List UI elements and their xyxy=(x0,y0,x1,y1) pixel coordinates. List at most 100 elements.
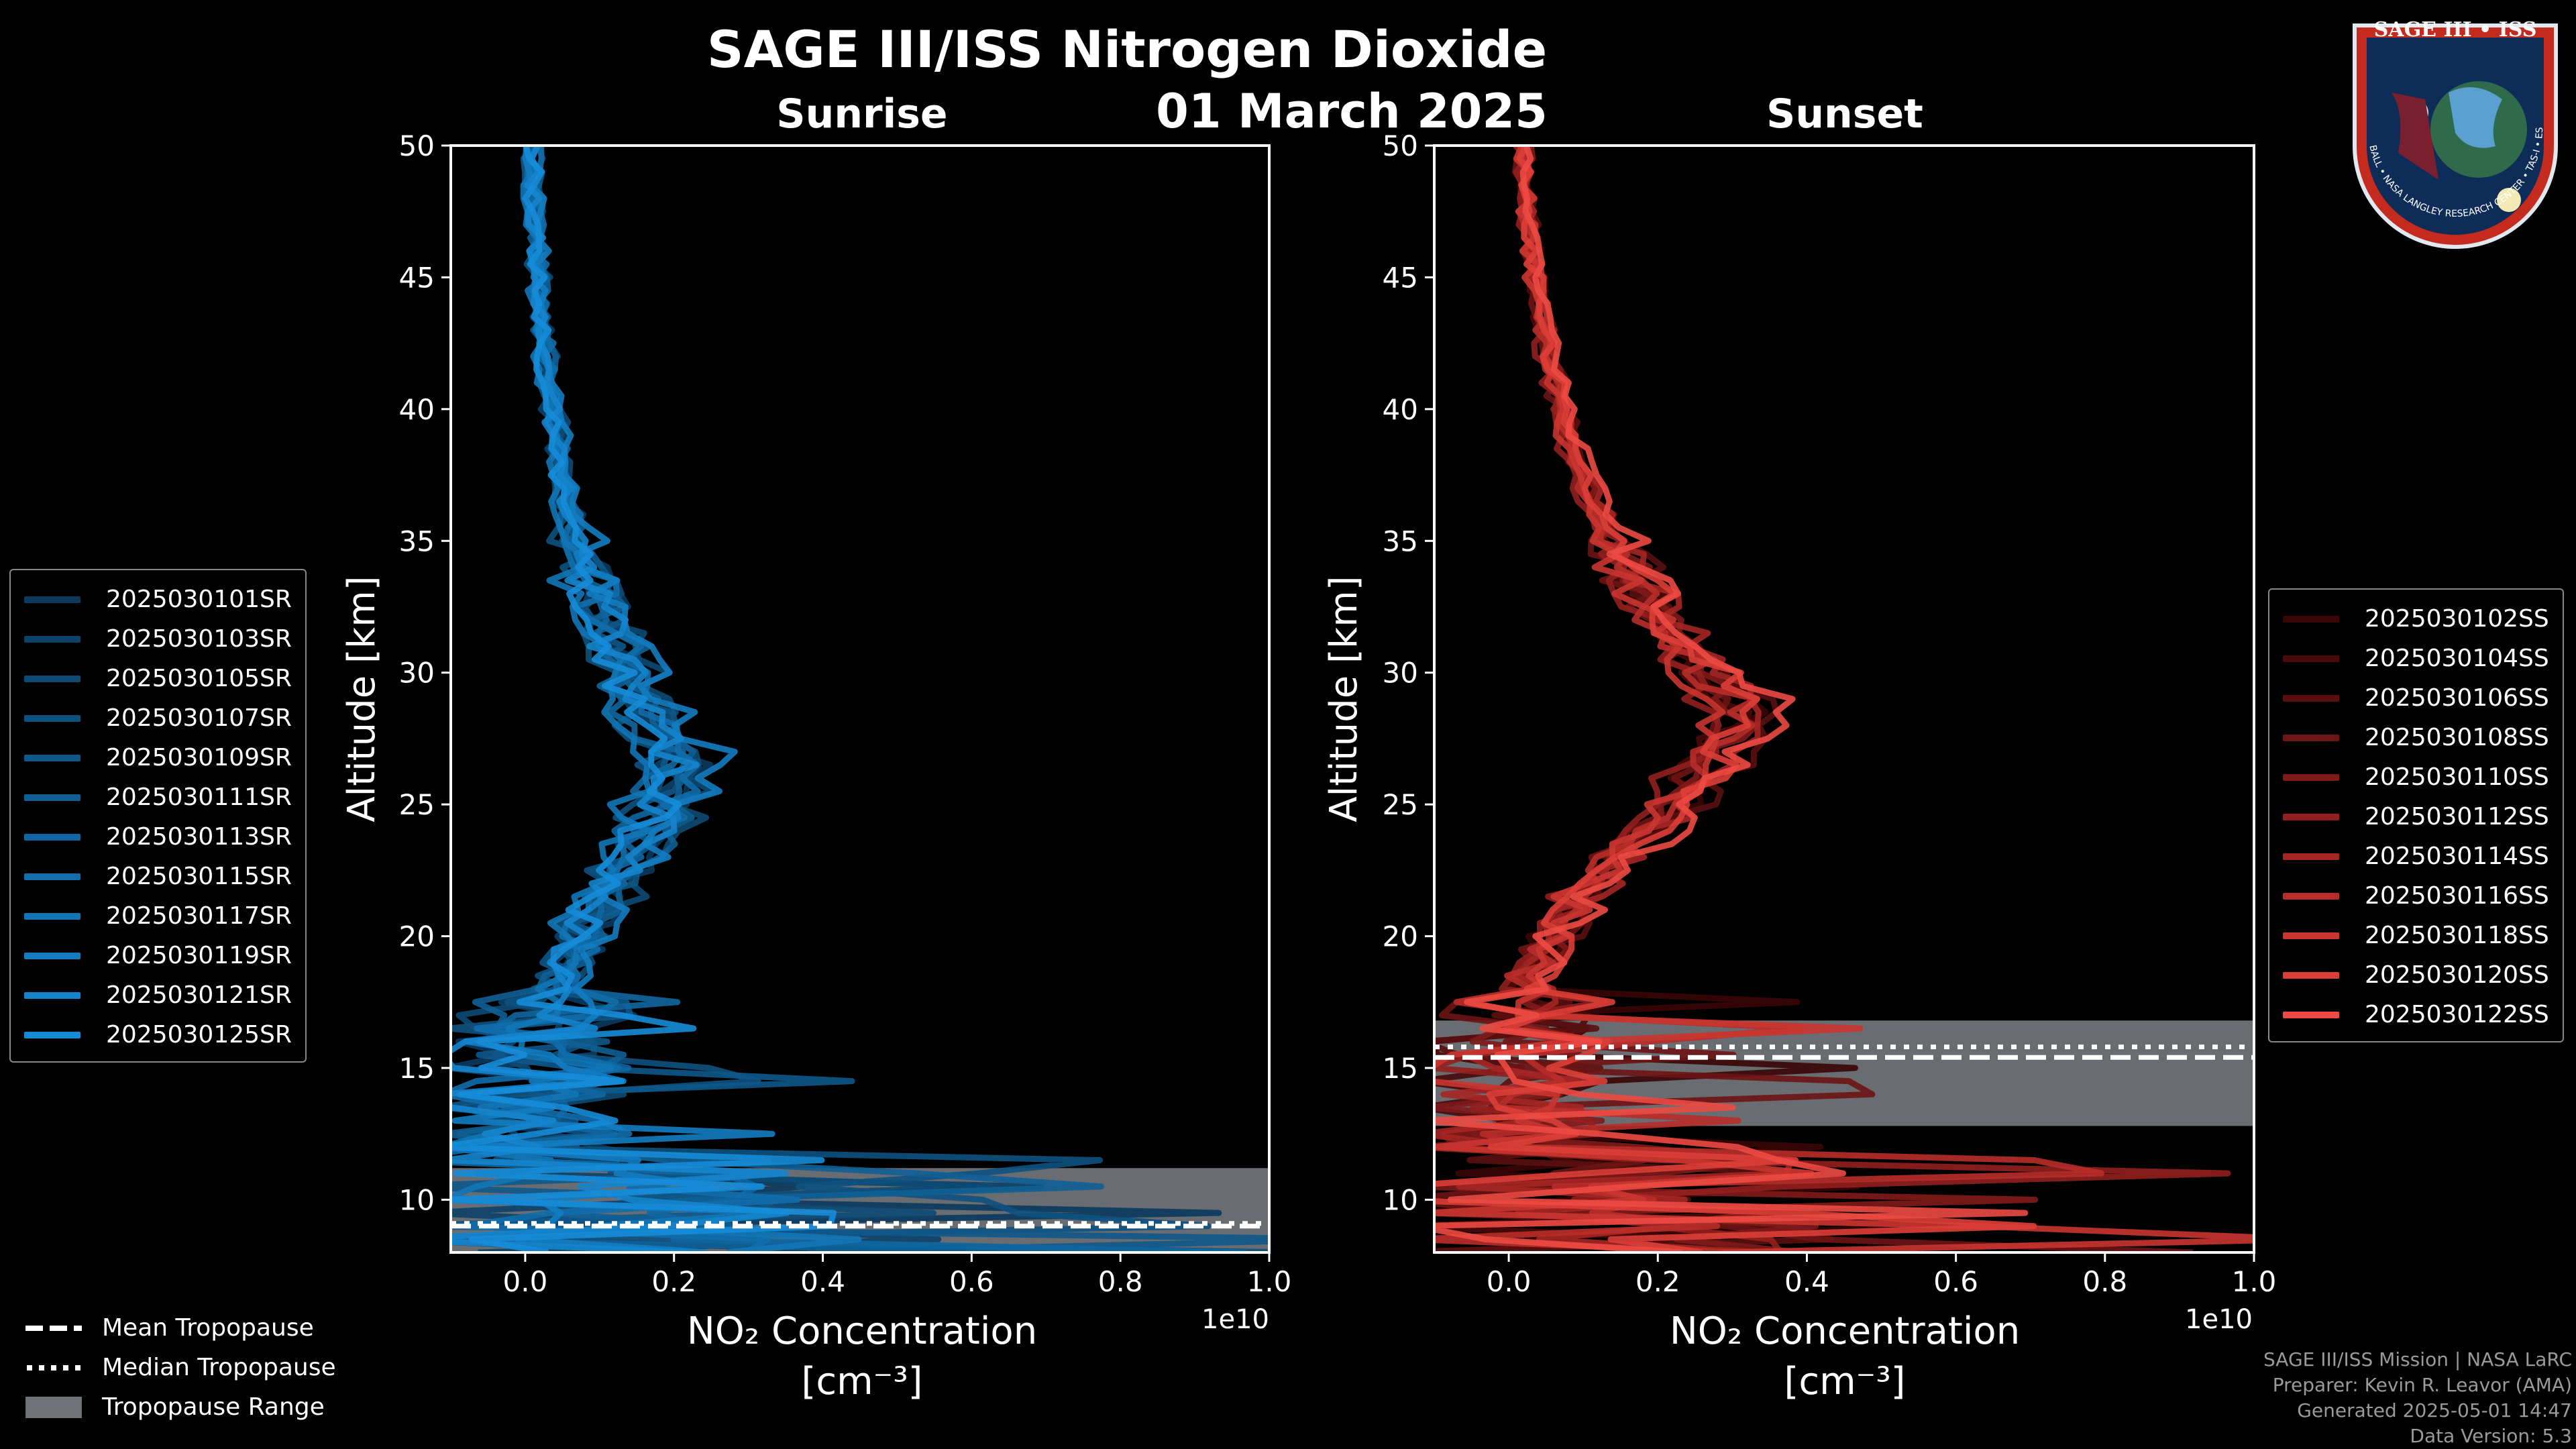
legend-label: 2025030104SS xyxy=(2365,645,2549,672)
y-tick-label: 30 xyxy=(1383,657,1418,690)
x-tick-label: 0.4 xyxy=(1784,1265,1829,1298)
credits: SAGE III/ISS Mission | NASA LaRC Prepare… xyxy=(2263,1347,2572,1449)
legend-label: 2025030101SR xyxy=(106,586,292,613)
legend-swatch-icon xyxy=(2283,932,2339,939)
legend-swatch-icon xyxy=(2283,773,2339,781)
credit-line: SAGE III/ISS Mission | NASA LaRC xyxy=(2263,1348,2572,1371)
y-tick-label: 10 xyxy=(399,1183,435,1216)
legend-label: 2025030106SS xyxy=(2365,684,2549,712)
x-axis-unit: [cm⁻³] xyxy=(1784,1360,1905,1403)
legend-label: Median Tropopause xyxy=(102,1354,336,1381)
sunset-panel: Sunset 0.0 0.2 0.4 0.6 0.8 1.0 10 15 20 25 30 35 40 4… xyxy=(1322,91,2277,1403)
y-axis-label: Altitude [km] xyxy=(1322,576,1366,822)
legend-swatch-icon xyxy=(24,873,80,880)
legend-swatch-icon xyxy=(24,635,80,643)
y-tick-label: 35 xyxy=(1383,525,1418,557)
legend-item-range: Tropopause Range xyxy=(25,1387,336,1427)
legend-swatch-icon xyxy=(2283,892,2339,900)
sage-iii-logo: SAGE III • ISS BALL • NASA LANGLEY RESEA… xyxy=(2341,12,2558,249)
legend-item: 2025030118SS xyxy=(2283,916,2549,955)
legend-item: 2025030109SR xyxy=(24,738,292,777)
legend-label: 2025030115SR xyxy=(106,863,292,890)
profile-line-2025030121SR xyxy=(451,146,790,1252)
legend-item: 2025030101SR xyxy=(24,580,292,619)
legend-label: 2025030111SR xyxy=(106,784,292,811)
legend-item: 2025030105SR xyxy=(24,659,292,698)
y-tick-label: 15 xyxy=(399,1052,435,1085)
panel-title-sunrise: Sunrise xyxy=(776,91,947,138)
legend-swatch-icon xyxy=(24,991,80,999)
legend-item: 2025030122SS xyxy=(2283,995,2549,1034)
legend-label: 2025030117SR xyxy=(106,902,292,930)
legend-item: 2025030114SS xyxy=(2283,837,2549,876)
profile-line-2025030125SR xyxy=(451,146,837,1252)
y-tick-label: 40 xyxy=(399,393,435,426)
axes-frame xyxy=(449,144,1271,1254)
legend-swatch-icon xyxy=(24,952,80,959)
x-tick-label: 0.0 xyxy=(1487,1265,1532,1298)
legend-item: 2025030113SR xyxy=(24,817,292,857)
legend-label: 2025030108SS xyxy=(2365,724,2549,751)
x-tick-label: 1.0 xyxy=(1247,1265,1292,1298)
legend-item-mean: Mean Tropopause xyxy=(25,1308,336,1348)
legend-item: 2025030120SS xyxy=(2283,955,2549,995)
figure-date: 01 March 2025 xyxy=(1156,84,1548,139)
legend-item-median: Median Tropopause xyxy=(25,1348,336,1387)
legend-item: 2025030108SS xyxy=(2283,718,2549,757)
y-tick-label: 45 xyxy=(399,261,435,294)
x-tick-label: 1.0 xyxy=(2232,1265,2277,1298)
y-tick-label: 25 xyxy=(399,788,435,821)
x-axis-label: NO₂ Concentration xyxy=(1670,1309,2020,1353)
legend-label: 2025030110SS xyxy=(2365,763,2549,791)
credit-line: Generated 2025-05-01 14:47 xyxy=(2297,1399,2572,1421)
profile-line-2025030119SR xyxy=(451,146,775,1252)
legend-swatch-icon xyxy=(24,675,80,682)
logo-title: SAGE III • ISS xyxy=(2374,18,2537,42)
profile-line-2025030120SS xyxy=(1434,146,2037,1252)
y-axis-label: Altitude [km] xyxy=(340,576,384,822)
y-tick-label: 20 xyxy=(399,920,435,953)
legend-item: 2025030121SR xyxy=(24,975,292,1015)
legend-label: 2025030118SS xyxy=(2365,922,2549,949)
legend-item: 2025030111SR xyxy=(24,777,292,817)
legend-label: 2025030116SS xyxy=(2365,882,2549,910)
legend-item: 2025030117SR xyxy=(24,896,292,936)
y-tick-label: 25 xyxy=(1383,788,1418,821)
legend-swatch-icon xyxy=(2283,734,2339,741)
legend-label: 2025030122SS xyxy=(2365,1001,2549,1028)
legend-label: 2025030109SR xyxy=(106,744,292,771)
panel-title-sunset: Sunset xyxy=(1766,91,1923,138)
legend-swatch-icon xyxy=(2283,971,2339,979)
credit-line: Preparer: Kevin R. Leavor (AMA) xyxy=(2272,1374,2572,1396)
y-tick-label: 10 xyxy=(1383,1183,1418,1216)
legend-swatch-icon xyxy=(24,912,80,920)
legend-item: 2025030119SR xyxy=(24,936,292,975)
legend-item: 2025030106SS xyxy=(2283,678,2549,718)
figure-title: SAGE III/ISS Nitrogen Dioxide xyxy=(707,19,1547,79)
legend-swatch-icon xyxy=(24,1031,80,1038)
legend-label: 2025030121SR xyxy=(106,981,292,1009)
offset-text: 1e10 xyxy=(2185,1304,2253,1335)
legend-label: 2025030112SS xyxy=(2365,803,2549,830)
tropopause-legend: Mean Tropopause Median Tropopause Tropop… xyxy=(25,1308,336,1427)
x-tick-label: 0.6 xyxy=(949,1265,994,1298)
legend-swatch-icon xyxy=(2283,853,2339,860)
y-tick-label: 50 xyxy=(399,129,435,162)
legend-swatch-icon xyxy=(2283,694,2339,702)
legend-item: 2025030125SR xyxy=(24,1015,292,1055)
y-tick-label: 45 xyxy=(1383,261,1418,294)
legend-label: 2025030114SS xyxy=(2365,843,2549,870)
gray-swatch-icon xyxy=(25,1396,82,1418)
x-tick-label: 0.6 xyxy=(1933,1265,1978,1298)
x-tick-label: 0.2 xyxy=(651,1265,696,1298)
legend-label: 2025030105SR xyxy=(106,665,292,692)
x-tick-label: 0.8 xyxy=(1098,1265,1143,1298)
legend-swatch-icon xyxy=(24,794,80,801)
legend-swatch-icon xyxy=(24,754,80,761)
legend-label: Mean Tropopause xyxy=(102,1314,314,1342)
legend-swatch-icon xyxy=(24,596,80,603)
y-tick-label: 35 xyxy=(399,525,435,557)
legend-item: 2025030103SR xyxy=(24,619,292,659)
legend-swatch-icon xyxy=(2283,655,2339,662)
axes-frame xyxy=(1433,144,2255,1254)
